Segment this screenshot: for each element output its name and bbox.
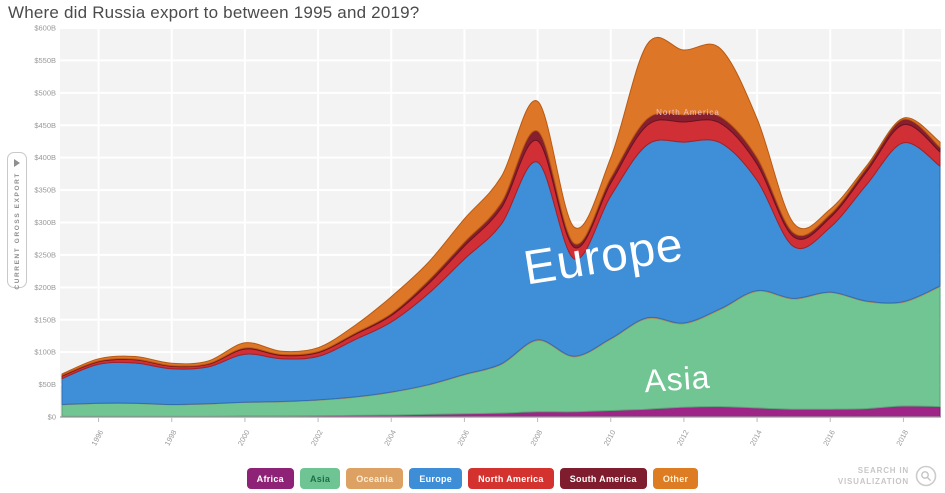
continent-legend: Africa Asia Oceania Europe North America Sout…: [0, 468, 945, 489]
y-axis-label: $400B: [34, 153, 56, 162]
y-axis-label: $50B: [38, 380, 56, 389]
search-in-visualization-button[interactable]: SEARCH IN VISUALIZATION: [838, 465, 937, 487]
y-axis-label: $150B: [34, 315, 56, 324]
legend-pill-europe[interactable]: Europe: [409, 468, 463, 489]
y-axis-label: $550B: [34, 56, 56, 65]
play-triangle-icon: [14, 159, 20, 167]
x-axis-label: 2010: [602, 428, 618, 447]
page-title: Where did Russia export to between 1995 …: [8, 3, 420, 22]
y-axis-label: $350B: [34, 186, 56, 195]
x-axis-label: 1996: [89, 428, 105, 447]
y-axis-selector-button[interactable]: CURRENT GROSS EXPORT: [7, 152, 27, 290]
legend-pill-other[interactable]: Other: [652, 468, 699, 489]
x-axis-label: 2016: [821, 428, 837, 447]
x-axis-label: 2006: [455, 428, 471, 447]
export-stacked-area-chart: $600B $550B $500B $450B $400B $350B $300B $250B…: [34, 24, 941, 447]
legend-pill-oceania[interactable]: Oceania: [346, 468, 404, 489]
x-axis-label: 2004: [382, 428, 398, 447]
x-axis-label: 2012: [675, 428, 691, 447]
legend-pill-north-america[interactable]: North America: [468, 468, 554, 489]
y-axis-label: $0: [48, 413, 56, 422]
magnifier-icon: [915, 465, 937, 487]
x-axis-label: 2002: [309, 428, 325, 447]
x-axis-label: 1998: [163, 428, 179, 447]
x-axis-label: 2018: [894, 428, 910, 447]
x-axis-label: 2014: [748, 428, 764, 447]
legend-pill-africa[interactable]: Africa: [246, 468, 294, 489]
y-axis-label: $100B: [34, 348, 56, 357]
search-label-line1: SEARCH IN: [857, 466, 909, 475]
y-axis-label: $250B: [34, 250, 56, 259]
search-label-line2: VISUALIZATION: [837, 477, 909, 486]
x-axis-label: 2008: [528, 428, 544, 447]
y-axis-label: $450B: [34, 121, 56, 130]
region-label-asia: Asia: [643, 359, 712, 400]
y-axis-label: $300B: [34, 218, 56, 227]
area-other[interactable]: [61, 36, 941, 376]
region-label-north-america: North America: [656, 108, 720, 117]
legend-pill-south-america[interactable]: South America: [559, 468, 647, 489]
y-axis-selector-label: CURRENT GROSS EXPORT: [13, 172, 21, 290]
search-in-visualization-label: SEARCH IN VISUALIZATION: [838, 465, 909, 487]
y-axis-label: $600B: [34, 24, 56, 33]
legend-pill-asia[interactable]: Asia: [299, 468, 341, 489]
y-axis-label: $200B: [34, 283, 56, 292]
x-axis-label: 2000: [236, 428, 252, 447]
y-axis-label: $500B: [34, 88, 56, 97]
